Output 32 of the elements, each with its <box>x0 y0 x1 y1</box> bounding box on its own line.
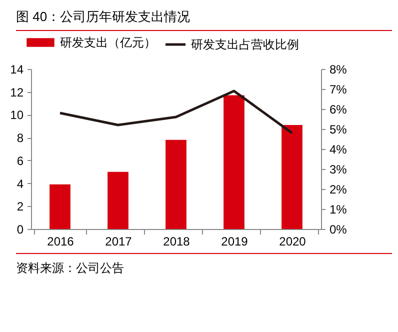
chart-title: 图 40：公司历年研发支出情况 <box>16 8 392 31</box>
y-tick-label: 12 <box>10 85 24 100</box>
bar <box>166 140 186 229</box>
y2-tick-label: 3% <box>330 162 348 176</box>
bar <box>224 95 244 229</box>
y-tick-label: 0 <box>16 222 24 236</box>
y2-tick-label: 7% <box>330 82 348 96</box>
x-tick-label: 2018 <box>163 234 190 248</box>
text: 资料来源：公司公告 <box>16 253 392 277</box>
y2-tick-label: 2% <box>330 182 348 196</box>
y2-tick-label: 0% <box>330 222 348 236</box>
bar <box>50 184 70 229</box>
bar <box>282 125 302 229</box>
y-tick-label: 8 <box>16 131 24 146</box>
y2-tick-label: 6% <box>330 102 348 116</box>
y2-tick-label: 4% <box>330 142 348 156</box>
x-tick-label: 2016 <box>47 234 74 248</box>
x-tick-label: 2020 <box>279 234 306 248</box>
y-tick-label: 2 <box>16 200 24 214</box>
y-tick-label: 4 <box>16 176 24 191</box>
y-tick-label: 6 <box>16 154 24 168</box>
bar <box>108 172 128 229</box>
legend-label: 研发支出（亿元） <box>60 36 156 50</box>
y2-tick-label: 1% <box>330 202 348 216</box>
x-tick-label: 2017 <box>105 234 132 248</box>
x-tick-label: 2019 <box>221 234 248 248</box>
y-tick-label: 10 <box>10 108 24 122</box>
y2-tick-label: 8% <box>330 62 348 76</box>
y2-tick-label: 5% <box>330 122 348 136</box>
legend-label: 研发支出占营收比例 <box>191 38 299 52</box>
line-series <box>58 90 294 134</box>
y-tick-label: 14 <box>10 62 24 76</box>
